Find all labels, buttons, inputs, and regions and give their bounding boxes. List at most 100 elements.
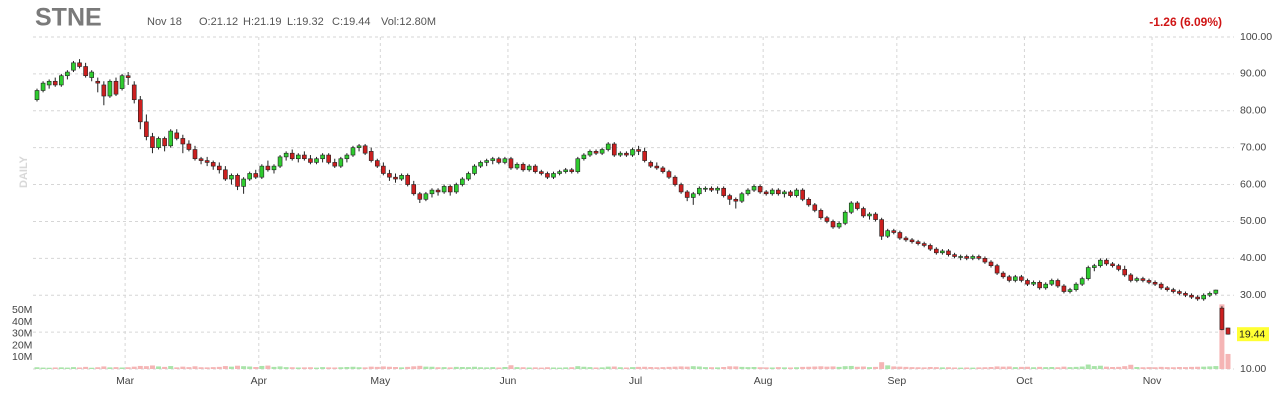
volume-bar [465, 367, 471, 369]
volume-bar [228, 366, 234, 369]
volume-bar [660, 367, 666, 369]
volume-bar [1195, 366, 1201, 369]
candle-body [575, 158, 581, 172]
volume-bar [1085, 364, 1091, 369]
volume-bar [1031, 367, 1037, 369]
candle-body [508, 158, 514, 169]
candle-body [769, 189, 775, 195]
volume-bar [830, 366, 836, 369]
candle-body [302, 154, 307, 160]
candle-body [848, 202, 854, 213]
candle-body [332, 162, 338, 167]
change: -1.26 (6.09%) [1149, 15, 1222, 29]
candle-body [46, 80, 52, 86]
candle-body [466, 173, 471, 180]
candle-body [77, 62, 82, 67]
candle-body [1171, 289, 1176, 292]
candle-body [520, 163, 526, 171]
volume-bar [551, 367, 557, 369]
candle-body [1055, 280, 1061, 287]
volume-bar [812, 366, 818, 369]
candle-body [192, 149, 198, 160]
candle-body [1104, 259, 1109, 265]
volume-bar [885, 365, 891, 369]
candle-body [867, 213, 872, 217]
candle-body [210, 162, 216, 167]
volume-bar [1122, 366, 1128, 369]
candle-body [776, 189, 781, 195]
volume-bar [690, 366, 696, 369]
candle-body [599, 149, 605, 154]
volume-bar [307, 367, 313, 369]
candle-body [1073, 283, 1079, 290]
volume-bar [1134, 367, 1140, 369]
volume-bar [526, 367, 532, 369]
candle-body [229, 175, 234, 180]
candle-body [119, 75, 125, 89]
candle-body [1201, 294, 1206, 300]
volume-bar [34, 367, 40, 369]
volume-bar [496, 367, 502, 369]
candle-body [198, 158, 204, 161]
volume-bar [933, 367, 939, 369]
volume-bar [654, 367, 660, 369]
volume-bar [374, 366, 380, 369]
volume-bar [1219, 304, 1225, 369]
volume-bar [113, 367, 119, 369]
x-tick-label: May [370, 375, 391, 387]
volume-bar [532, 367, 538, 369]
candle-body [1079, 278, 1085, 285]
candle-body [168, 130, 173, 147]
volume-bar [879, 362, 885, 369]
candle-body [988, 261, 994, 267]
candle-body [934, 248, 939, 254]
volume-bar [52, 367, 58, 369]
candle-body [429, 189, 435, 195]
candle-body [824, 217, 830, 222]
volume-bar [575, 366, 581, 369]
y-tick-label: 80.00 [1240, 105, 1266, 117]
volume-bar [964, 367, 970, 369]
candle-body [690, 193, 696, 198]
volume-bar [520, 367, 526, 369]
candle-body [253, 173, 259, 178]
x-tick-label: Oct [1016, 375, 1032, 387]
candle-body [879, 219, 884, 237]
volume-bar [1146, 367, 1152, 369]
candle-body [642, 151, 647, 161]
candle-body [727, 195, 733, 200]
volume-bar [800, 366, 806, 369]
candle-body [593, 151, 599, 154]
candle-body [247, 173, 252, 180]
volume-bar [162, 366, 168, 369]
volume-bar [131, 366, 137, 369]
volume-bar [107, 367, 113, 369]
candle-body [283, 152, 289, 158]
volume-bar [174, 367, 180, 369]
volume-bar [356, 367, 362, 369]
volume-bar [241, 366, 247, 369]
candle-body [326, 154, 331, 163]
volume-bar [739, 366, 745, 369]
candle-body [362, 145, 368, 154]
candle-body [295, 154, 301, 160]
candle-body [186, 143, 192, 150]
candle-body [1219, 307, 1225, 330]
candle-body [460, 178, 465, 185]
volume-bar [484, 367, 490, 369]
candle-body [1116, 265, 1121, 270]
volume-bar [46, 367, 52, 369]
candle-body [1000, 272, 1006, 278]
volume-bar [958, 367, 964, 369]
candle-body [1122, 269, 1127, 276]
candle-body [1140, 278, 1146, 281]
candle-body [1013, 276, 1018, 281]
volume-bar [429, 366, 435, 369]
candle-body [138, 99, 143, 123]
low-label: L:19.32 [287, 16, 324, 28]
candle-body [587, 151, 593, 156]
candle-body [636, 149, 641, 152]
volume-bar [708, 367, 714, 369]
candle-body [678, 184, 684, 193]
candle-body [95, 80, 101, 84]
